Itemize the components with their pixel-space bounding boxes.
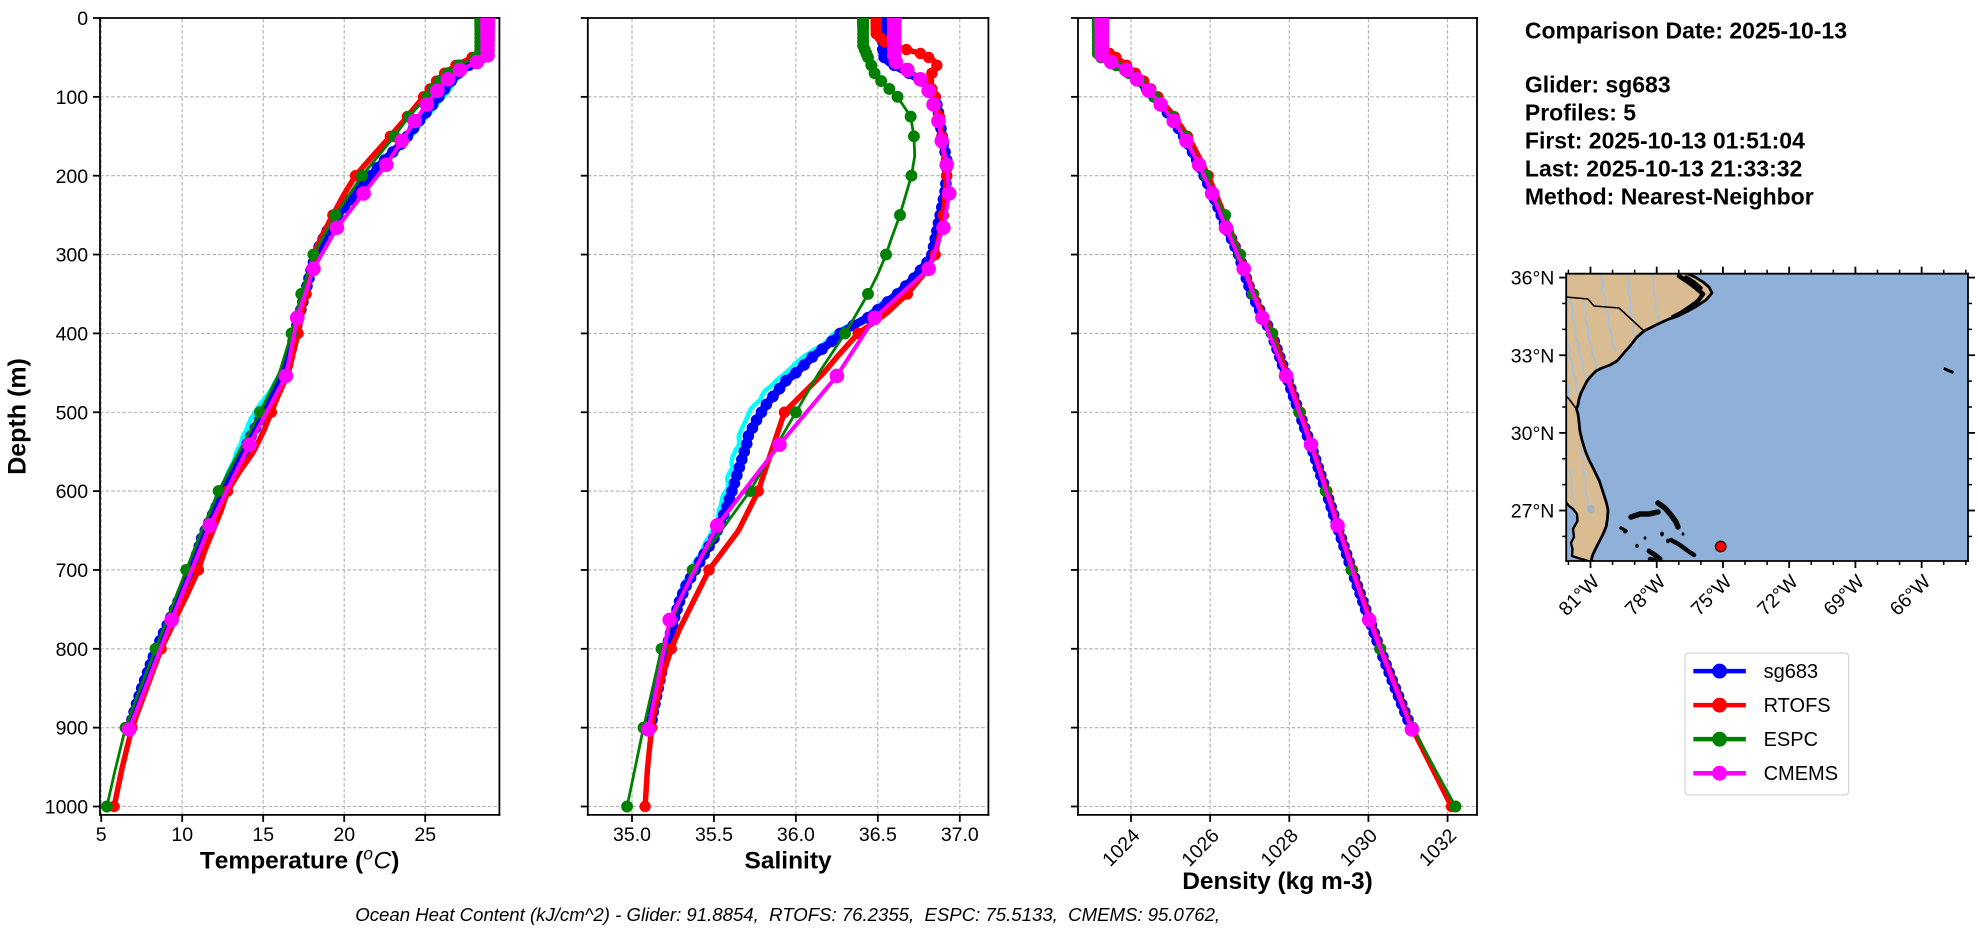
svg-text:ESPC: ESPC [1764, 729, 1818, 751]
svg-text:10: 10 [171, 824, 193, 846]
svg-text:1000: 1000 [45, 797, 89, 819]
svg-text:Salinity: Salinity [745, 848, 833, 875]
svg-text:27°N: 27°N [1511, 501, 1555, 523]
svg-text:Glider: sg683: Glider: sg683 [1525, 71, 1671, 97]
svg-text:800: 800 [56, 639, 89, 661]
svg-text:300: 300 [56, 245, 89, 267]
svg-text:33°N: 33°N [1511, 345, 1555, 367]
svg-text:36°N: 36°N [1511, 268, 1555, 290]
svg-text:25: 25 [414, 824, 436, 846]
svg-text:900: 900 [56, 718, 89, 740]
svg-text:Profiles: 5: Profiles: 5 [1525, 99, 1636, 125]
svg-text:Depth (m): Depth (m) [4, 358, 32, 475]
svg-text:Density (kg m-3): Density (kg m-3) [1182, 868, 1373, 895]
svg-text:First: 2025-10-13 01:51:04: First: 2025-10-13 01:51:04 [1525, 128, 1805, 154]
svg-text:5: 5 [96, 824, 107, 846]
svg-text:36.5: 36.5 [859, 824, 897, 846]
svg-text:37.0: 37.0 [941, 824, 979, 846]
svg-text:35.5: 35.5 [695, 824, 733, 846]
svg-text:100: 100 [56, 87, 89, 109]
svg-text:T e m p: T e m p e r a t u r e ( ) o C [200, 839, 406, 874]
svg-text:35.0: 35.0 [613, 824, 651, 846]
svg-text:200: 200 [56, 166, 89, 188]
svg-text:500: 500 [56, 402, 89, 424]
svg-text:Ocean Heat Content (kJ/cm^2) -: Ocean Heat Content (kJ/cm^2) - Glider: 9… [355, 904, 1220, 925]
svg-text:Comparison Date: 2025-10-13: Comparison Date: 2025-10-13 [1525, 18, 1847, 44]
svg-text:Last: 2025-10-13 21:33:32: Last: 2025-10-13 21:33:32 [1525, 156, 1802, 182]
svg-text:0: 0 [77, 8, 88, 30]
svg-text:600: 600 [56, 481, 89, 503]
svg-text:20: 20 [333, 824, 355, 846]
svg-text:15: 15 [252, 824, 274, 846]
svg-text:sg683: sg683 [1764, 661, 1819, 683]
svg-text:CMEMS: CMEMS [1764, 763, 1838, 785]
svg-text:RTOFS: RTOFS [1764, 695, 1831, 717]
svg-text:700: 700 [56, 560, 89, 582]
svg-text:Method: Nearest-Neighbor: Method: Nearest-Neighbor [1525, 184, 1814, 210]
svg-text:36.0: 36.0 [777, 824, 815, 846]
svg-text:400: 400 [56, 323, 89, 345]
svg-text:30°N: 30°N [1511, 423, 1555, 445]
